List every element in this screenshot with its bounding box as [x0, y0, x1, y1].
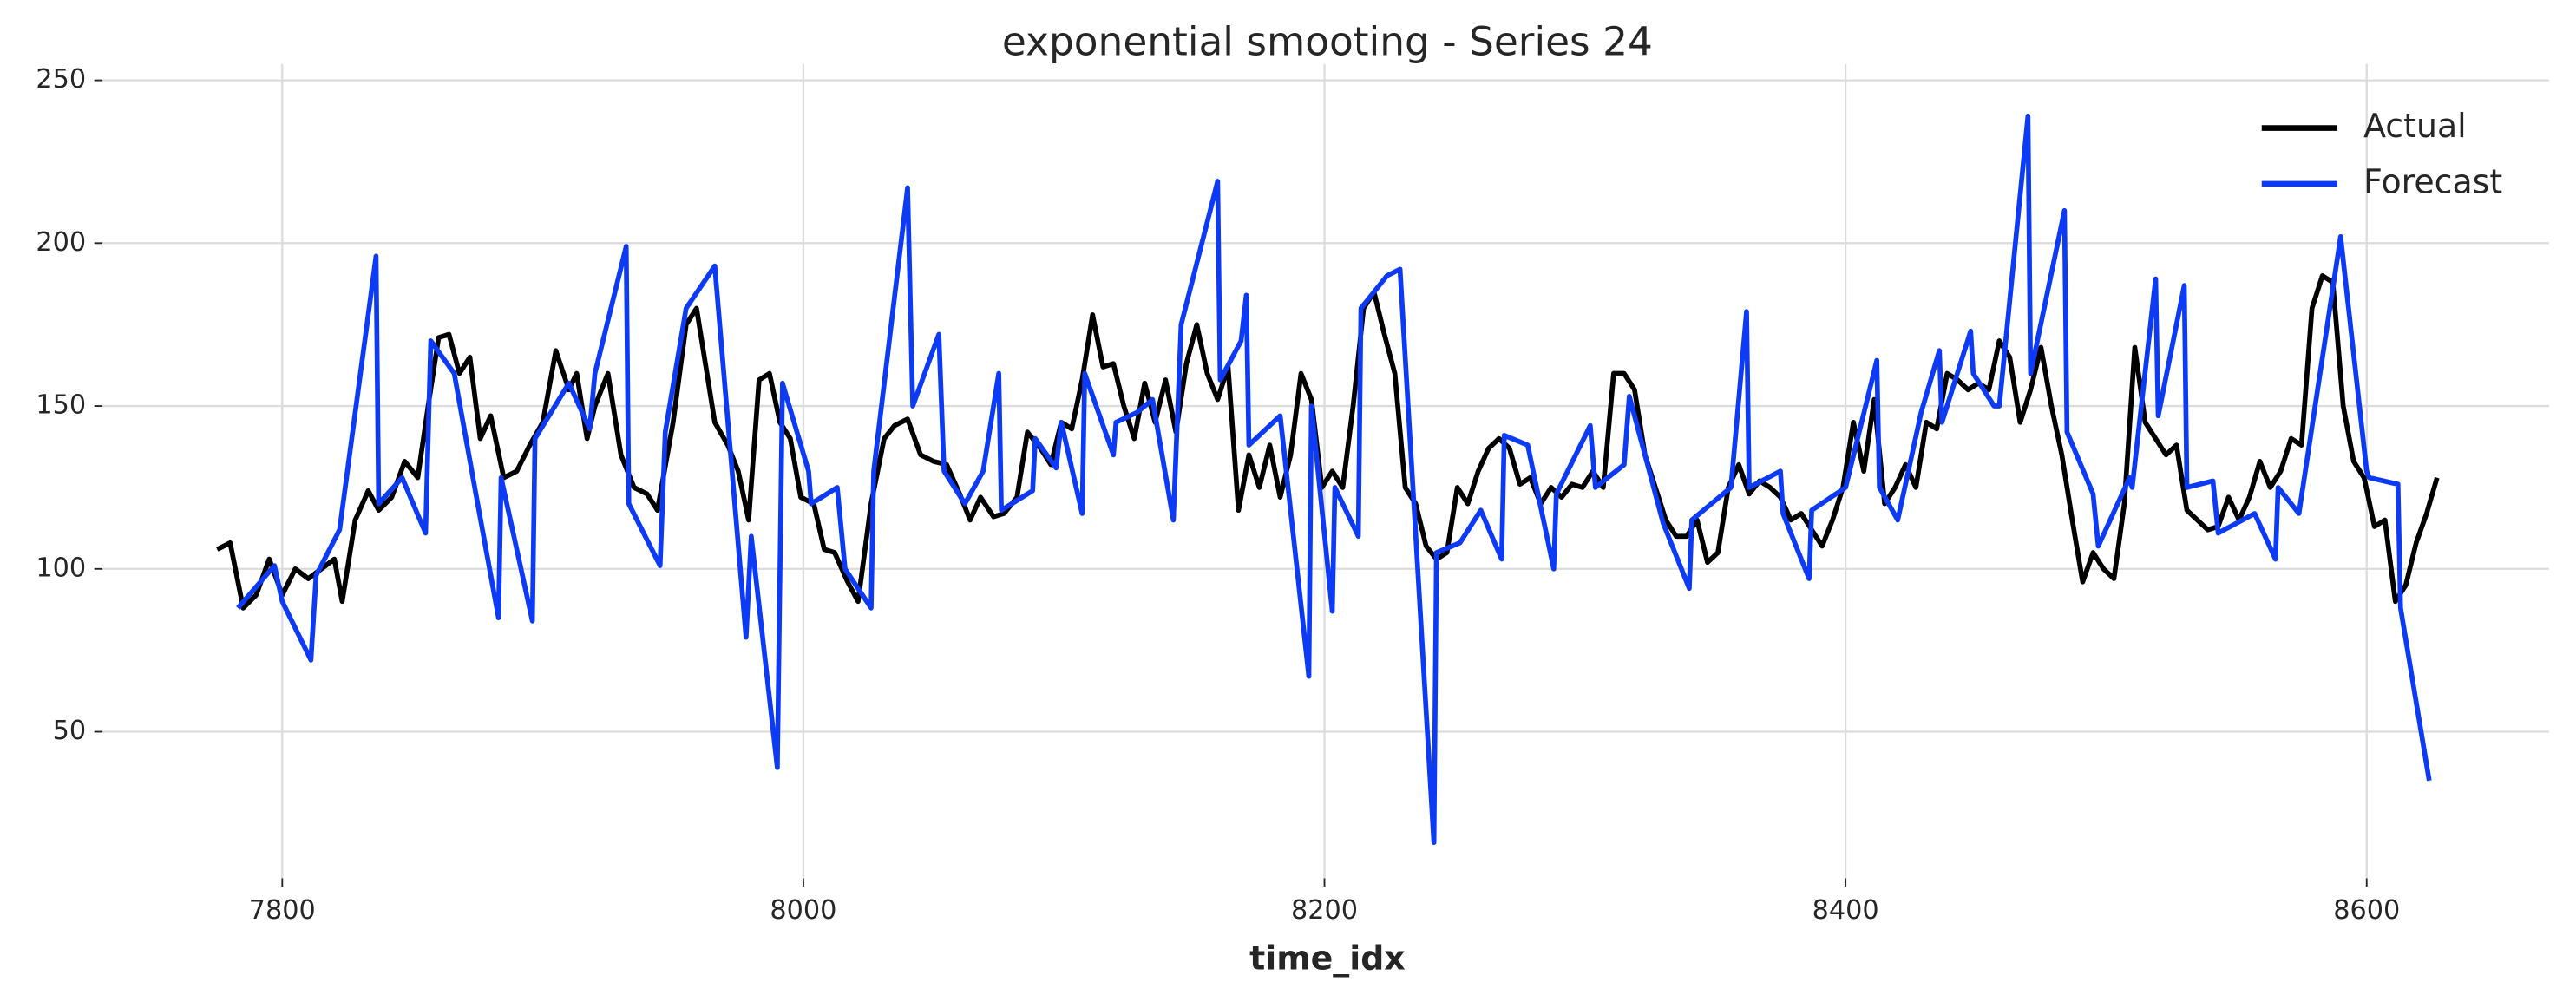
x-tick-label: 8600 — [2333, 895, 2400, 926]
y-tick-label: 50 — [53, 716, 87, 746]
y-tick-label: 150 — [36, 390, 86, 421]
x-axis-label: time_idx — [1249, 939, 1406, 978]
x-tick-label: 8200 — [1291, 895, 1358, 926]
y-tick-label: 250 — [36, 64, 86, 95]
line-series — [236, 114, 2432, 846]
legend-label: Forecast — [2363, 162, 2502, 200]
y-tick-label: 200 — [36, 227, 86, 258]
x-tick-label: 8400 — [1812, 895, 1879, 926]
x-tick-label: 7800 — [249, 895, 316, 926]
legend-label: Actual — [2363, 107, 2467, 145]
y-tick-label: 100 — [36, 553, 86, 583]
x-tick-label: 8000 — [770, 895, 836, 926]
chart-title: exponential smooting - Series 24 — [1002, 19, 1653, 65]
